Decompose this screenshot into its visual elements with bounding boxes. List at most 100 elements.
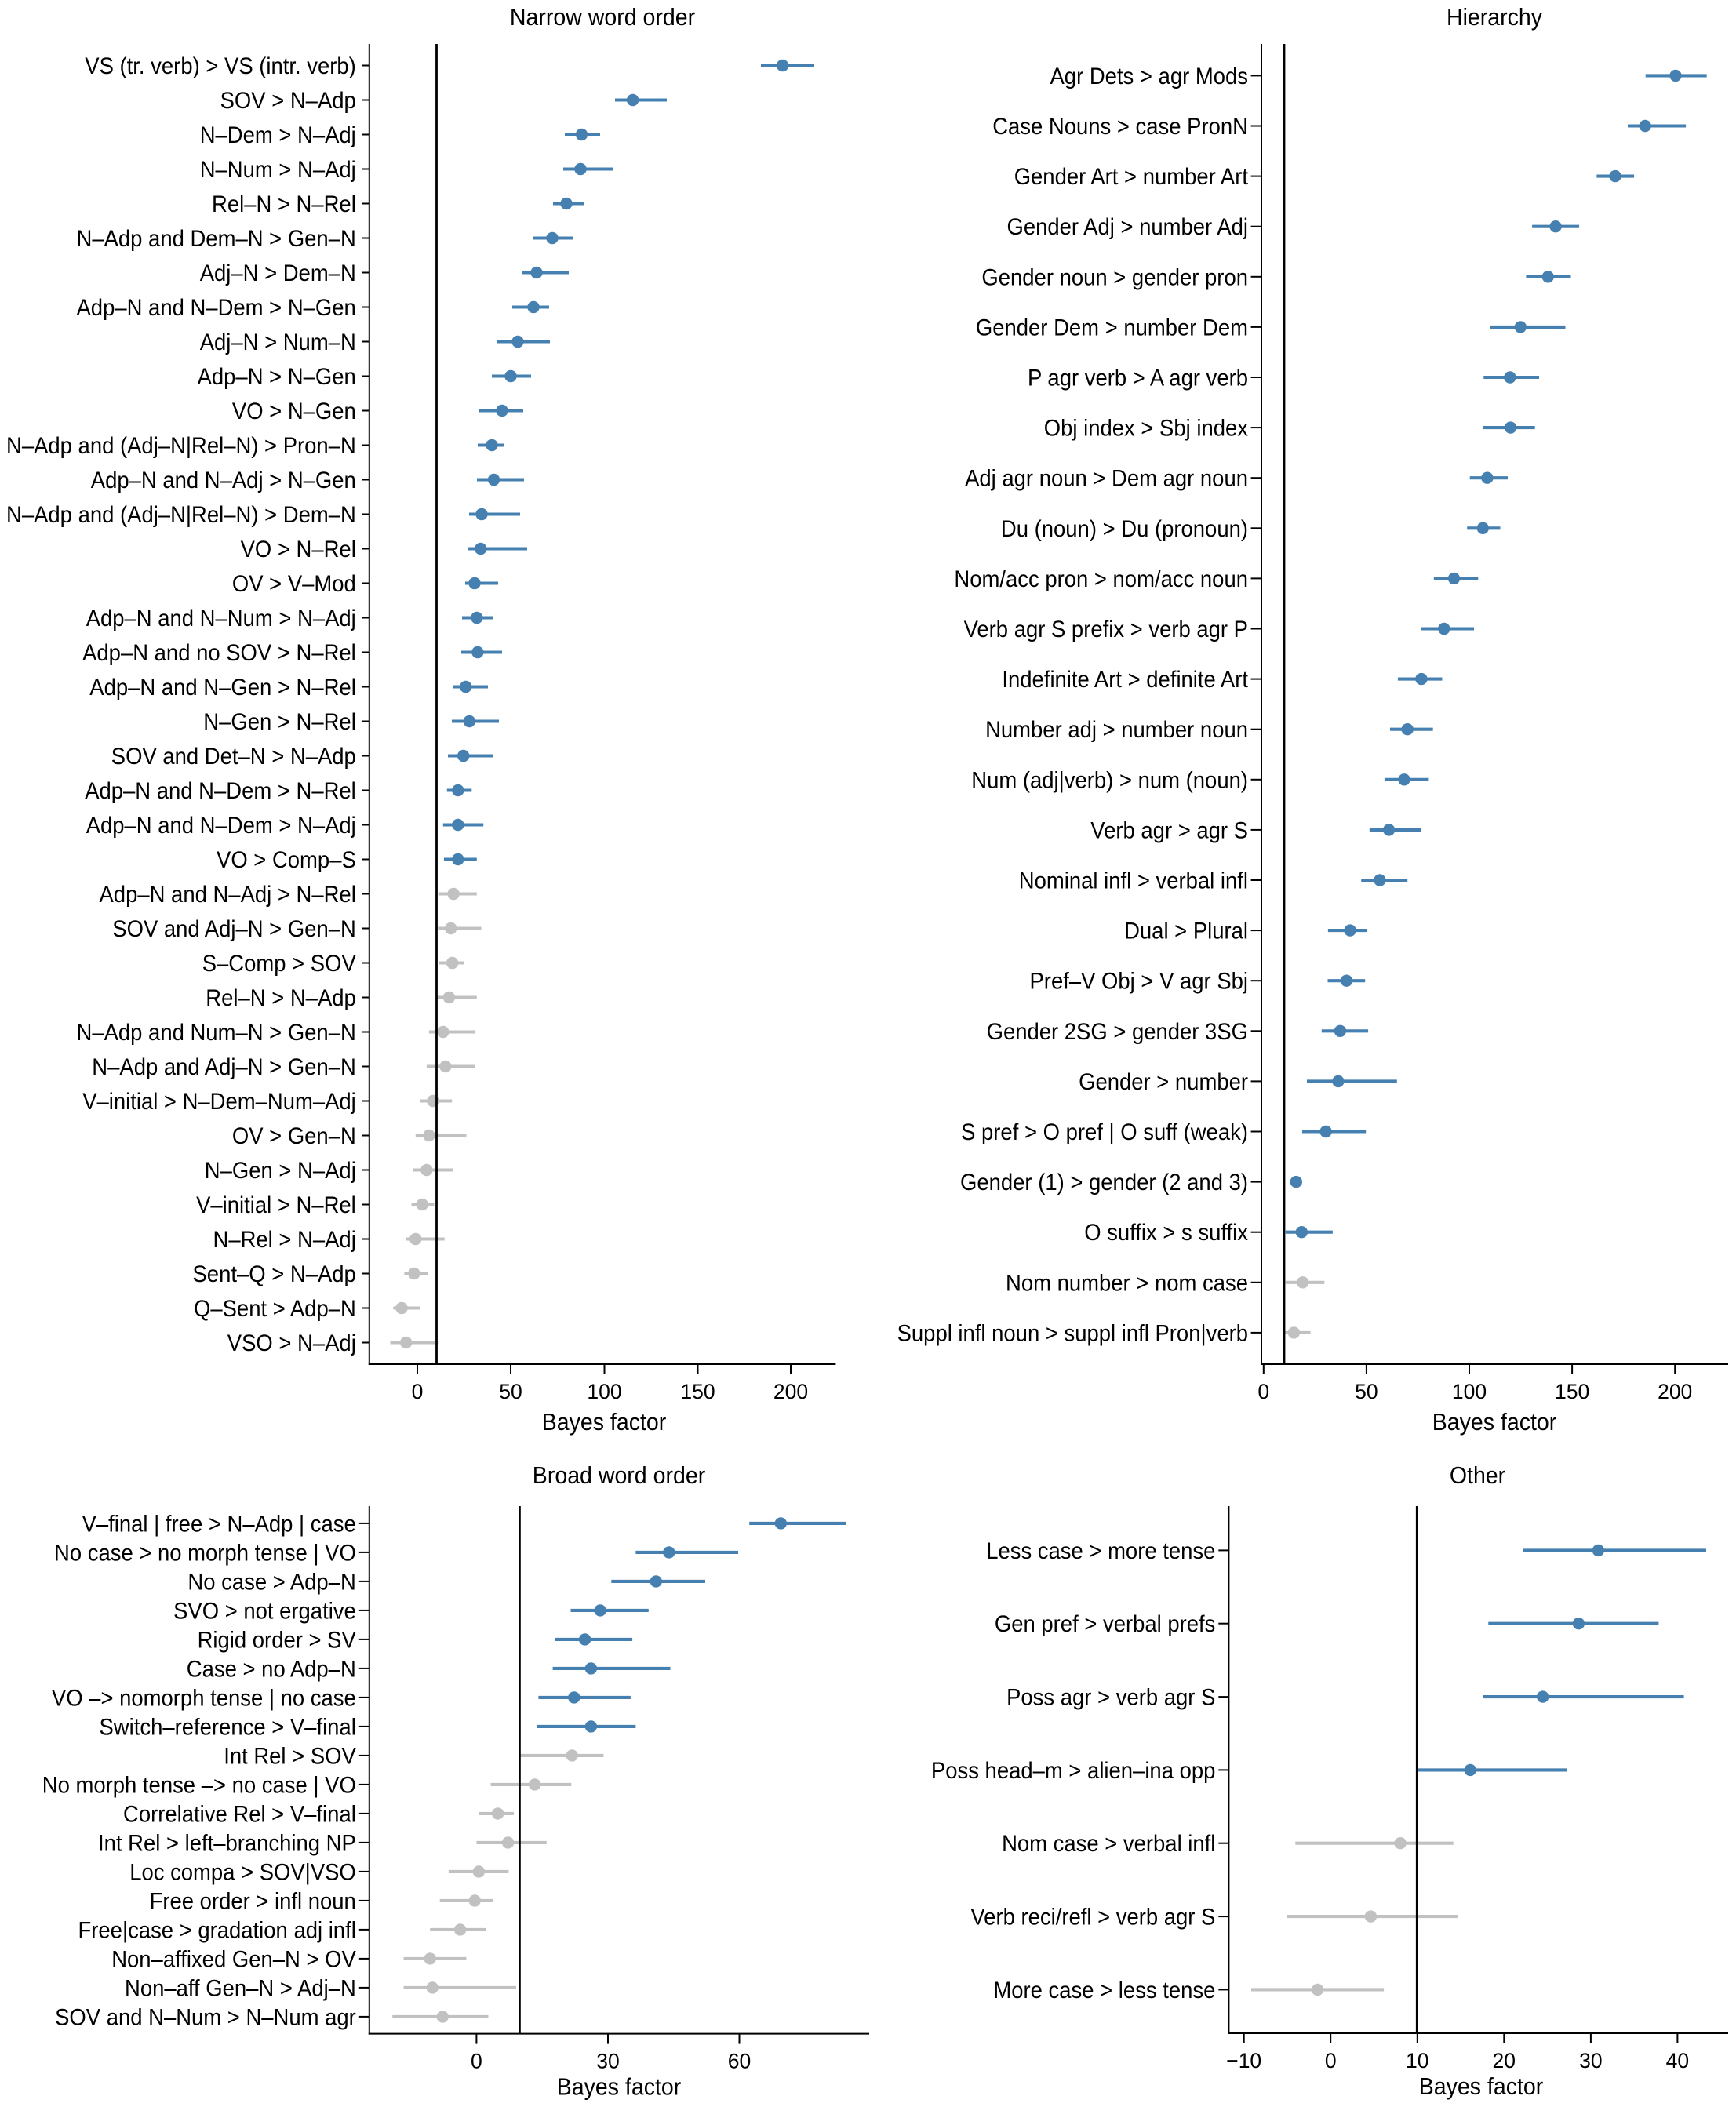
svg-text:Number adj > number noun: Number adj > number noun — [985, 717, 1248, 743]
svg-text:Free order > infl noun: Free order > infl noun — [150, 1888, 356, 1914]
svg-text:Narrow word order: Narrow word order — [510, 3, 695, 31]
svg-text:Adp–N and N–Num > N–Adj: Adp–N and N–Num > N–Adj — [86, 606, 356, 631]
svg-text:Obj index > Sbj index: Obj index > Sbj index — [1044, 416, 1248, 442]
svg-text:VO > N–Rel: VO > N–Rel — [241, 537, 356, 562]
svg-text:Adp–N and N–Adj > N–Rel: Adp–N and N–Adj > N–Rel — [100, 882, 356, 908]
svg-text:Gender > number: Gender > number — [1079, 1069, 1248, 1095]
svg-text:Adj–N > Num–N: Adj–N > Num–N — [200, 329, 356, 355]
svg-text:50: 50 — [1355, 1380, 1378, 1403]
svg-text:Agr Dets > agr Mods: Agr Dets > agr Mods — [1050, 64, 1249, 89]
svg-text:V–initial > N–Rel: V–initial > N–Rel — [196, 1192, 356, 1218]
svg-text:Gender Art > number Art: Gender Art > number Art — [1014, 164, 1249, 190]
svg-text:Gender Dem > number Dem: Gender Dem > number Dem — [976, 315, 1248, 340]
svg-text:Adp–N and no SOV > N–Rel: Adp–N and no SOV > N–Rel — [82, 640, 356, 666]
svg-text:Nom case > verbal infl: Nom case > verbal infl — [1002, 1831, 1215, 1857]
svg-text:SOV > N–Adp: SOV > N–Adp — [220, 88, 356, 114]
svg-text:Adp–N and N–Dem > N–Gen: Adp–N and N–Dem > N–Gen — [77, 295, 356, 321]
svg-text:VS (tr. verb) > VS (intr. verb: VS (tr. verb) > VS (intr. verb) — [85, 53, 356, 79]
svg-text:Rel–N > N–Rel: Rel–N > N–Rel — [212, 191, 356, 217]
svg-text:N–Adp and (Adj–N|Rel–N) > Dem–: N–Adp and (Adj–N|Rel–N) > Dem–N — [6, 502, 356, 528]
svg-text:Adp–N > N–Gen: Adp–N > N–Gen — [198, 364, 356, 390]
svg-text:30: 30 — [596, 2050, 619, 2073]
svg-text:Broad word order: Broad word order — [533, 1461, 705, 1489]
svg-text:N–Adp and (Adj–N|Rel–N) > Pron: N–Adp and (Adj–N|Rel–N) > Pron–N — [6, 433, 356, 459]
svg-text:Free|case > gradation adj infl: Free|case > gradation adj infl — [78, 1917, 356, 1943]
svg-text:VO –> nomorph tense | no case: VO –> nomorph tense | no case — [52, 1685, 356, 1711]
svg-text:Q–Sent > Adp–N: Q–Sent > Adp–N — [194, 1296, 356, 1322]
svg-text:0: 0 — [1257, 1380, 1269, 1403]
svg-text:OV > V–Mod: OV > V–Mod — [232, 571, 356, 597]
svg-text:Non–affixed Gen–N > OV: Non–affixed Gen–N > OV — [111, 1946, 356, 1972]
svg-text:Case Nouns > case PronN: Case Nouns > case PronN — [992, 114, 1248, 140]
svg-text:100: 100 — [587, 1380, 621, 1403]
svg-text:Poss head–m > alien–ina opp: Poss head–m > alien–ina opp — [931, 1758, 1216, 1784]
svg-text:SVO > not ergative: SVO > not ergative — [173, 1598, 356, 1624]
svg-text:N–Num > N–Adj: N–Num > N–Adj — [200, 157, 356, 183]
svg-text:200: 200 — [1658, 1380, 1692, 1403]
svg-text:VO > Comp–S: VO > Comp–S — [217, 847, 356, 873]
svg-text:Other: Other — [1450, 1461, 1505, 1489]
svg-text:VSO > N–Adj: VSO > N–Adj — [227, 1330, 356, 1356]
svg-text:S pref > O pref | O suff (weak: S pref > O pref | O suff (weak) — [961, 1119, 1248, 1145]
svg-text:Adp–N and N–Dem > N–Rel: Adp–N and N–Dem > N–Rel — [85, 778, 356, 804]
svg-text:Nominal infl > verbal infl: Nominal infl > verbal infl — [1019, 868, 1248, 894]
svg-text:100: 100 — [1452, 1380, 1487, 1403]
svg-text:Switch–reference > V–final: Switch–reference > V–final — [100, 1714, 356, 1740]
svg-text:Verb agr S prefix > verb agr P: Verb agr S prefix > verb agr P — [964, 617, 1248, 642]
svg-text:Gender 2SG > gender 3SG: Gender 2SG > gender 3SG — [987, 1019, 1248, 1045]
svg-text:VO > N–Gen: VO > N–Gen — [232, 398, 356, 424]
svg-text:Num (adj|verb) > num (noun): Num (adj|verb) > num (noun) — [971, 767, 1248, 793]
svg-text:Verb agr > agr S: Verb agr > agr S — [1090, 817, 1248, 843]
svg-text:O suffix > s suffix: O suffix > s suffix — [1084, 1220, 1248, 1246]
svg-text:Indefinite Art > definite Art: Indefinite Art > definite Art — [1002, 667, 1248, 693]
svg-text:SOV and Adj–N > Gen–N: SOV and Adj–N > Gen–N — [112, 916, 356, 942]
svg-text:V–initial > N–Dem–Num–Adj: V–initial > N–Dem–Num–Adj — [82, 1089, 356, 1115]
svg-text:Adp–N and N–Adj > N–Gen: Adp–N and N–Adj > N–Gen — [91, 468, 356, 493]
svg-text:No case > no morph tense | VO: No case > no morph tense | VO — [54, 1540, 356, 1566]
svg-text:No case > Adp–N: No case > Adp–N — [187, 1569, 355, 1595]
svg-text:150: 150 — [680, 1380, 715, 1403]
svg-text:Loc compa > SOV|VSO: Loc compa > SOV|VSO — [129, 1859, 356, 1885]
svg-text:Gender Adj > number Adj: Gender Adj > number Adj — [1007, 214, 1249, 240]
svg-text:Adj agr noun > Dem agr noun: Adj agr noun > Dem agr noun — [965, 466, 1248, 492]
svg-text:Int Rel > SOV: Int Rel > SOV — [224, 1743, 356, 1769]
svg-text:Nom number > nom case: Nom number > nom case — [1006, 1270, 1248, 1296]
svg-text:Du (noun) > Du (pronoun): Du (noun) > Du (pronoun) — [1001, 516, 1248, 542]
svg-text:S–Comp > SOV: S–Comp > SOV — [202, 951, 356, 977]
svg-text:50: 50 — [499, 1380, 522, 1403]
svg-text:Bayes factor: Bayes factor — [1432, 1408, 1557, 1436]
svg-text:Gen pref > verbal prefs: Gen pref > verbal prefs — [995, 1611, 1216, 1637]
svg-text:30: 30 — [1579, 2049, 1602, 2072]
svg-text:Sent–Q > N–Adp: Sent–Q > N–Adp — [193, 1261, 356, 1287]
svg-text:20: 20 — [1493, 2049, 1516, 2072]
svg-text:0: 0 — [1325, 2049, 1337, 2072]
svg-text:Adp–N and N–Gen > N–Rel: Adp–N and N–Gen > N–Rel — [89, 675, 356, 701]
svg-text:N–Gen > N–Adj: N–Gen > N–Adj — [205, 1158, 356, 1184]
svg-text:0: 0 — [412, 1380, 424, 1403]
svg-text:10: 10 — [1406, 2049, 1428, 2072]
svg-text:N–Dem > N–Adj: N–Dem > N–Adj — [200, 122, 356, 148]
svg-text:Bayes factor: Bayes factor — [542, 1408, 667, 1436]
svg-text:Case > no Adp–N: Case > no Adp–N — [187, 1656, 356, 1682]
svg-text:Poss agr > verb agr S: Poss agr > verb agr S — [1006, 1685, 1215, 1711]
svg-text:V–final | free > N–Adp | case: V–final | free > N–Adp | case — [82, 1511, 356, 1537]
svg-text:150: 150 — [1555, 1380, 1589, 1403]
svg-text:Bayes factor: Bayes factor — [557, 2073, 682, 2101]
svg-text:Non–aff Gen–N > Adj–N: Non–aff Gen–N > Adj–N — [125, 1975, 356, 2001]
svg-text:Int Rel > left–branching NP: Int Rel > left–branching NP — [98, 1830, 356, 1856]
svg-text:60: 60 — [728, 2050, 751, 2073]
svg-text:0: 0 — [471, 2050, 482, 2073]
svg-text:Rigid order > SV: Rigid order > SV — [198, 1627, 356, 1653]
svg-text:Dual > Plural: Dual > Plural — [1124, 919, 1248, 944]
svg-text:−10: −10 — [1226, 2049, 1261, 2072]
svg-text:Rel–N > N–Adp: Rel–N > N–Adp — [206, 985, 356, 1011]
svg-text:Less case > more tense: Less case > more tense — [986, 1538, 1215, 1564]
svg-text:Gender noun > gender pron: Gender noun > gender pron — [981, 264, 1248, 290]
svg-text:Pref–V Obj > V agr Sbj: Pref–V Obj > V agr Sbj — [1030, 969, 1249, 995]
svg-text:200: 200 — [773, 1380, 808, 1403]
svg-text:Verb reci/refl > verb agr S: Verb reci/refl > verb agr S — [970, 1905, 1215, 1931]
svg-text:SOV and N–Num > N–Num agr: SOV and N–Num > N–Num agr — [55, 2004, 356, 2030]
svg-text:P agr verb > A agr verb: P agr verb > A agr verb — [1028, 366, 1248, 391]
svg-text:Nom/acc pron > nom/acc noun: Nom/acc pron > nom/acc noun — [954, 566, 1248, 592]
svg-text:Adj–N > Dem–N: Adj–N > Dem–N — [200, 260, 356, 286]
